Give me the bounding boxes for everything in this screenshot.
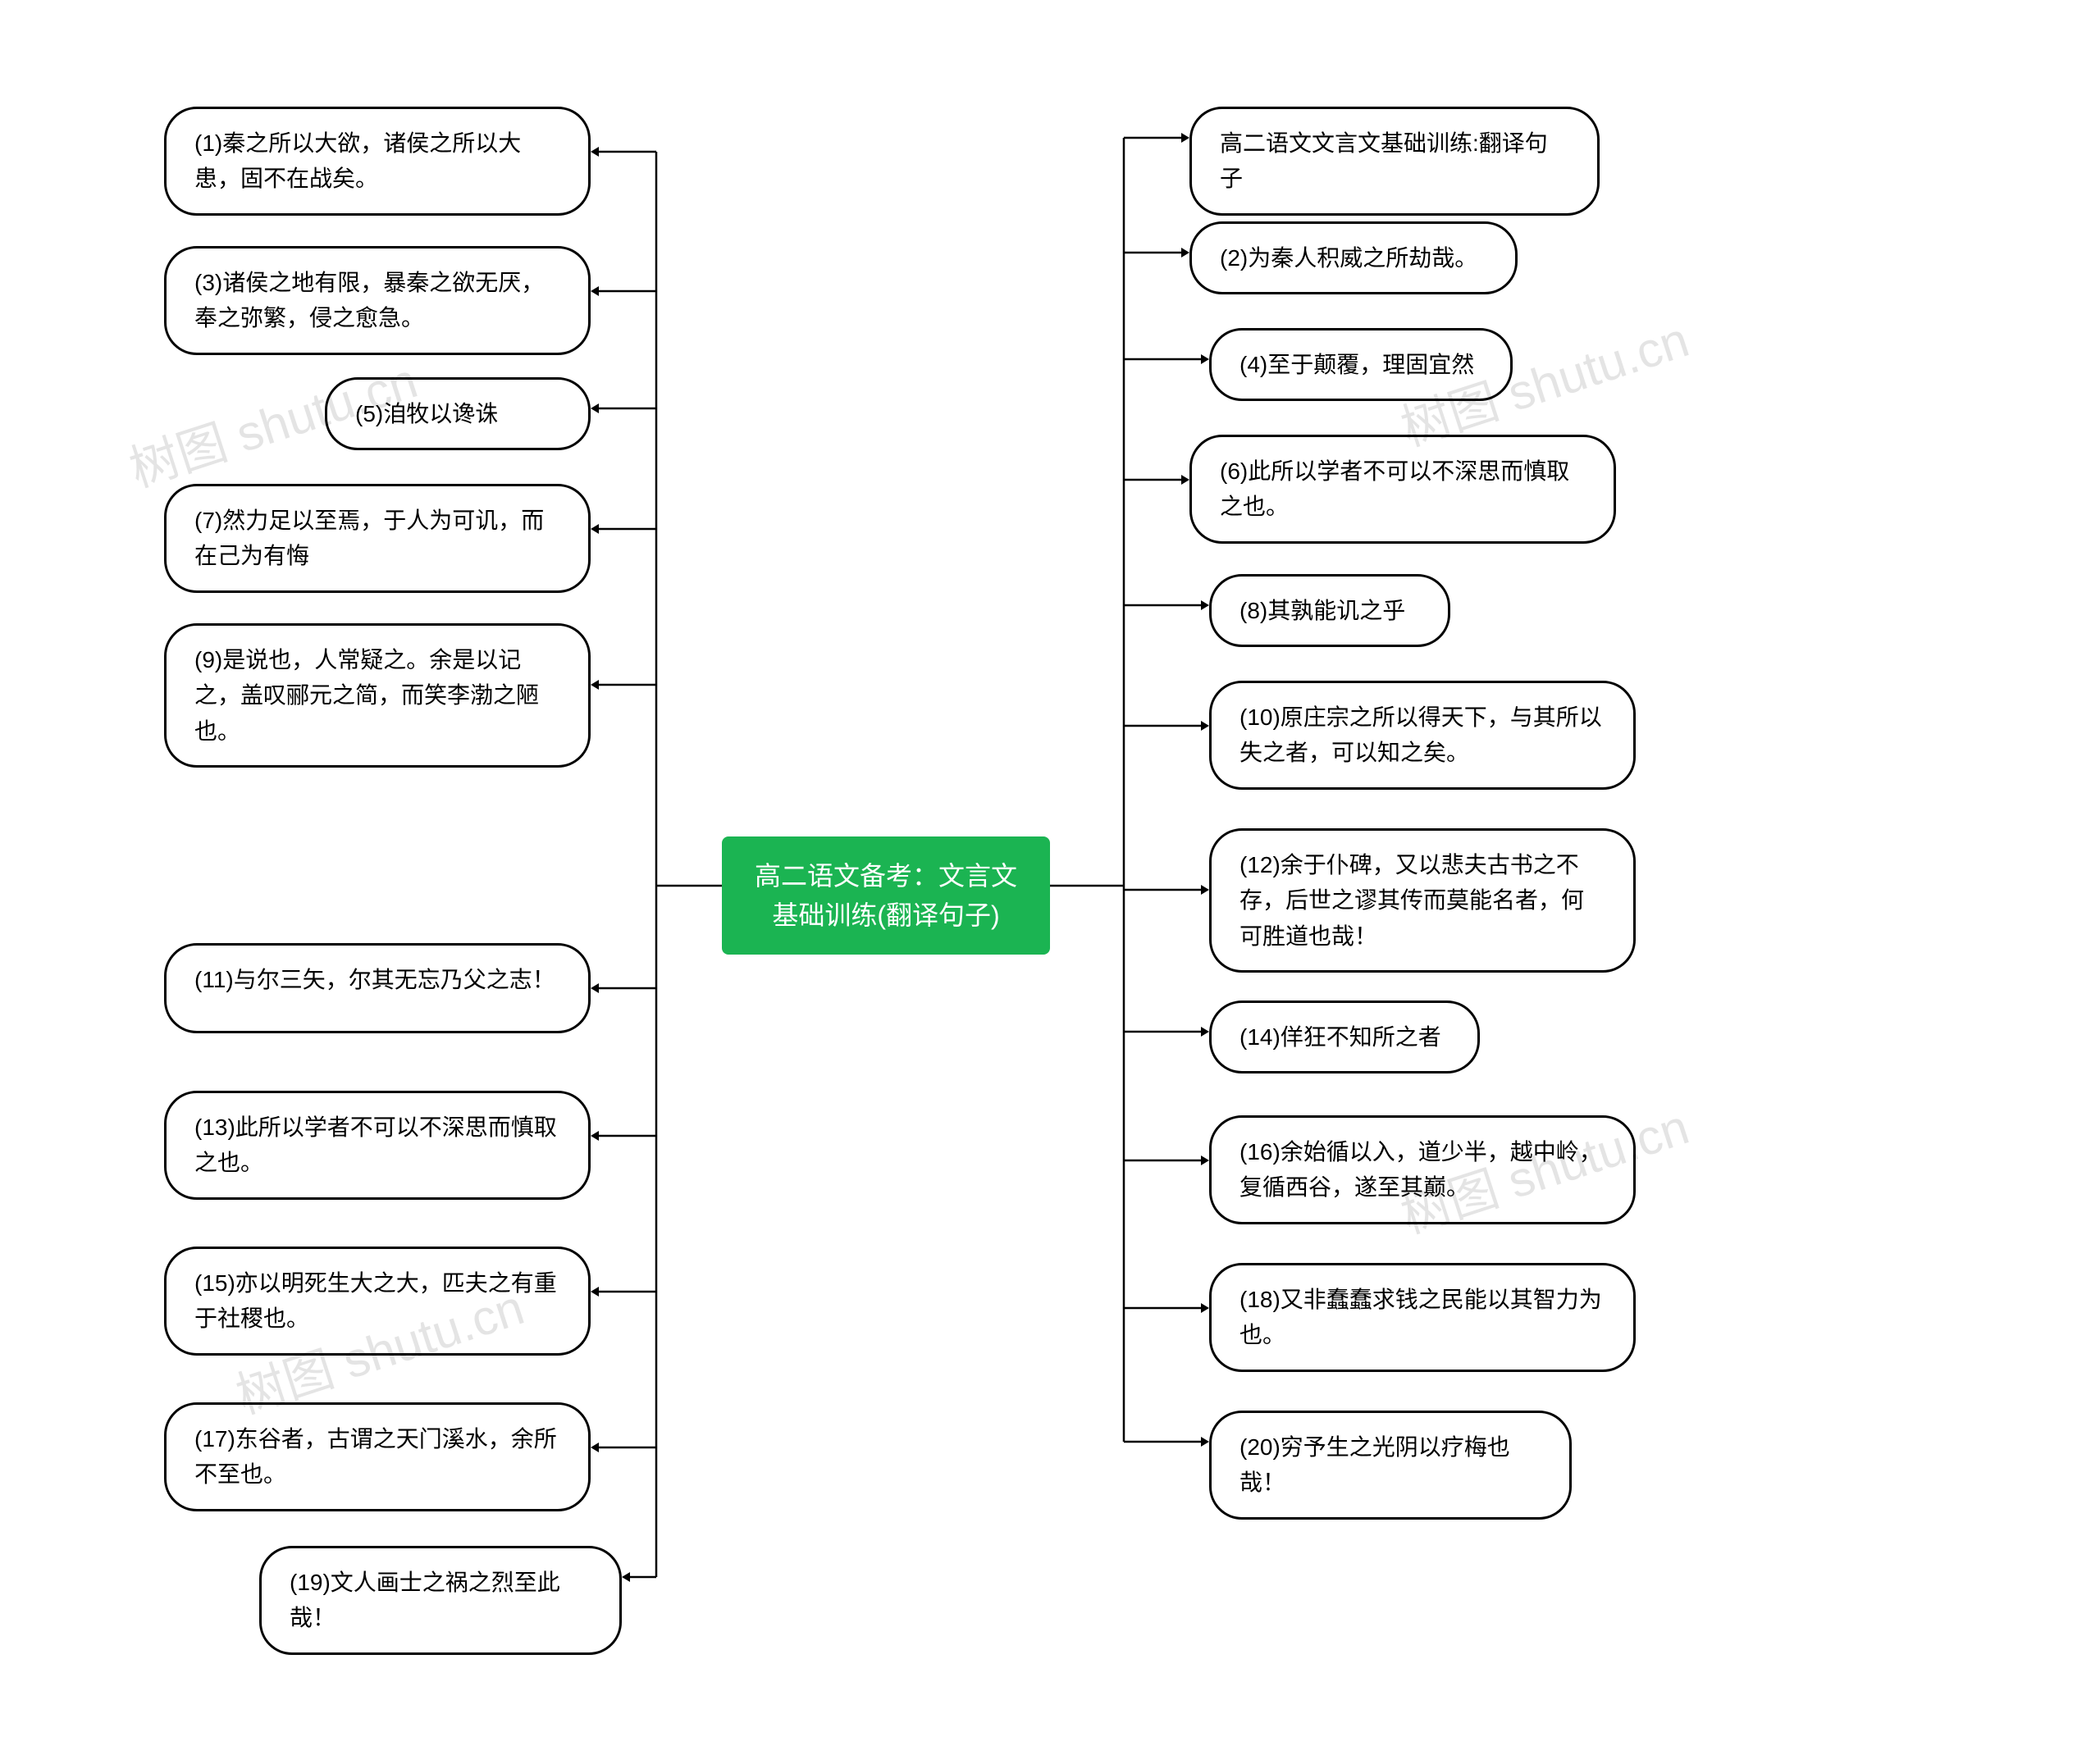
leaf-node: (4)至于颠覆，理固宜然 bbox=[1209, 328, 1513, 401]
leaf-node-text: (12)余于仆碑，又以悲夫古书之不存，后世之谬其传而莫能名者，何可胜道也哉！ bbox=[1239, 852, 1584, 949]
leaf-node: (18)又非蠢蠢求钱之民能以其智力为也。 bbox=[1209, 1263, 1636, 1372]
leaf-node: (5)洎牧以谗诛 bbox=[325, 377, 591, 450]
leaf-node: (14)佯狂不知所之者 bbox=[1209, 1001, 1480, 1073]
leaf-node: (7)然力足以至焉，于人为可讥，而在己为有悔 bbox=[164, 484, 591, 593]
leaf-node-text: (19)文人画士之祸之烈至此哉！ bbox=[290, 1570, 560, 1630]
leaf-node-text: (13)此所以学者不可以不深思而慎取之也。 bbox=[194, 1114, 557, 1175]
leaf-node-text: (6)此所以学者不可以不深思而慎取之也。 bbox=[1220, 458, 1569, 519]
leaf-node: (6)此所以学者不可以不深思而慎取之也。 bbox=[1189, 435, 1616, 544]
leaf-node-text: (11)与尔三矢，尔其无忘乃父之志！ bbox=[194, 967, 555, 992]
leaf-node: (2)为秦人积威之所劫哉。 bbox=[1189, 221, 1518, 294]
leaf-node-text: (18)又非蠢蠢求钱之民能以其智力为也。 bbox=[1239, 1287, 1602, 1347]
leaf-node-text: (16)余始循以入，道少半，越中岭，复循西谷，遂至其巅。 bbox=[1239, 1139, 1602, 1200]
leaf-node-text: (10)原庄宗之所以得天下，与其所以失之者，可以知之矣。 bbox=[1239, 704, 1602, 765]
leaf-node-text: (20)穷予生之光阴以疗梅也哉！ bbox=[1239, 1434, 1510, 1495]
leaf-node: (15)亦以明死生大之大，匹夫之有重于社稷也。 bbox=[164, 1247, 591, 1356]
leaf-node-text: (8)其孰能讥之乎 bbox=[1239, 598, 1405, 623]
leaf-node: (12)余于仆碑，又以悲夫古书之不存，后世之谬其传而莫能名者，何可胜道也哉！ bbox=[1209, 828, 1636, 973]
leaf-node: (17)东谷者，古谓之天门溪水，余所不至也。 bbox=[164, 1402, 591, 1511]
leaf-node-text: (5)洎牧以谗诛 bbox=[355, 401, 498, 426]
leaf-node: (20)穷予生之光阴以疗梅也哉！ bbox=[1209, 1411, 1572, 1520]
leaf-node-text: (4)至于颠覆，理固宜然 bbox=[1239, 352, 1474, 377]
leaf-node-text: (2)为秦人积威之所劫哉。 bbox=[1220, 245, 1477, 271]
leaf-node: (8)其孰能讥之乎 bbox=[1209, 574, 1450, 647]
center-node-text: 高二语文备考：文言文基础训练(翻译句子) bbox=[755, 861, 1017, 930]
leaf-node: (16)余始循以入，道少半，越中岭，复循西谷，遂至其巅。 bbox=[1209, 1115, 1636, 1224]
leaf-node-text: (3)诸侯之地有限，暴秦之欲无厌，奉之弥繁，侵之愈急。 bbox=[194, 270, 544, 330]
leaf-node-text: (1)秦之所以大欲，诸侯之所以大患，固不在战矣。 bbox=[194, 130, 521, 191]
leaf-node: (1)秦之所以大欲，诸侯之所以大患，固不在战矣。 bbox=[164, 107, 591, 216]
leaf-node-text: (9)是说也，人常疑之。余是以记之，盖叹郦元之简，而笑李渤之陋也。 bbox=[194, 647, 539, 744]
leaf-node-text: (14)佯狂不知所之者 bbox=[1239, 1024, 1441, 1050]
leaf-node: 高二语文文言文基础训练:翻译句子 bbox=[1189, 107, 1600, 216]
leaf-node: (9)是说也，人常疑之。余是以记之，盖叹郦元之简，而笑李渤之陋也。 bbox=[164, 623, 591, 768]
leaf-node-text: (15)亦以明死生大之大，匹夫之有重于社稷也。 bbox=[194, 1270, 557, 1331]
center-node: 高二语文备考：文言文基础训练(翻译句子) bbox=[722, 836, 1050, 955]
leaf-node: (19)文人画士之祸之烈至此哉！ bbox=[259, 1546, 622, 1655]
leaf-node: (13)此所以学者不可以不深思而慎取之也。 bbox=[164, 1091, 591, 1200]
leaf-node: (10)原庄宗之所以得天下，与其所以失之者，可以知之矣。 bbox=[1209, 681, 1636, 790]
leaf-node: (3)诸侯之地有限，暴秦之欲无厌，奉之弥繁，侵之愈急。 bbox=[164, 246, 591, 355]
leaf-node-text: 高二语文文言文基础训练:翻译句子 bbox=[1220, 130, 1548, 191]
leaf-node-text: (17)东谷者，古谓之天门溪水，余所不至也。 bbox=[194, 1426, 557, 1487]
leaf-node-text: (7)然力足以至焉，于人为可讥，而在己为有悔 bbox=[194, 508, 544, 568]
leaf-node: (11)与尔三矢，尔其无忘乃父之志！ bbox=[164, 943, 591, 1033]
